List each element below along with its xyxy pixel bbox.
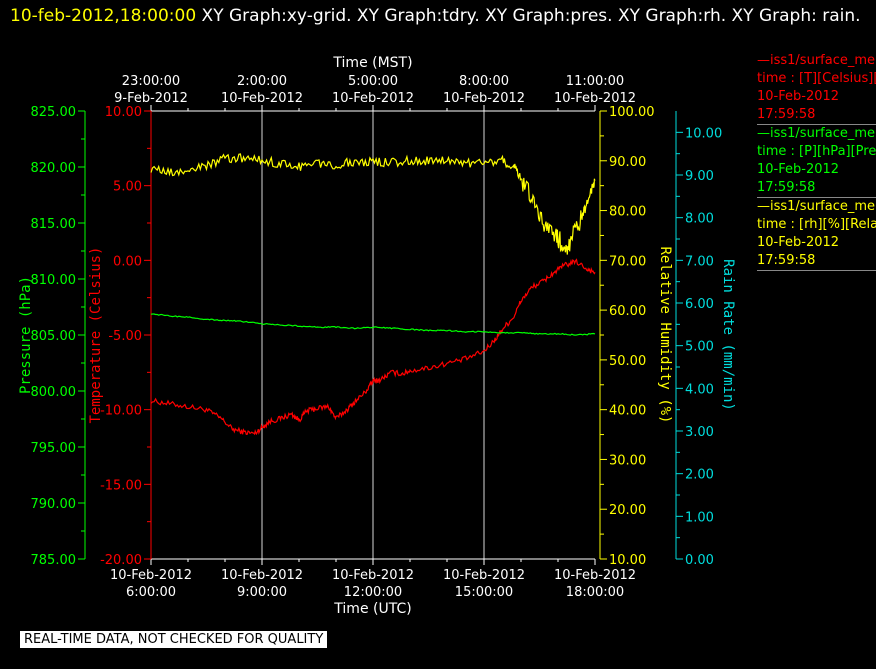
legend-name: —iss1/surface_me	[757, 53, 876, 68]
x-top-tick-date: 10-Feb-2012	[221, 91, 303, 106]
x-bottom-tick-time: 15:00:00	[455, 585, 513, 600]
rh-tick-label: 60.00	[609, 304, 646, 319]
x-axis-label-utc: Time (UTC)	[333, 601, 411, 617]
rain-tick-label: 5.00	[685, 340, 714, 355]
x-bottom-tick-time: 6:00:00	[126, 585, 176, 600]
rain-tick-label: 0.00	[685, 553, 714, 568]
vertical-grid	[261, 111, 485, 559]
pressure-tick-label: 825.00	[31, 105, 77, 120]
rain-tick-label: 1.00	[685, 510, 714, 525]
pressure-tick-label: 810.00	[31, 273, 77, 288]
legend-separator	[757, 270, 876, 271]
pressure-tick-label: 805.00	[31, 329, 77, 344]
x-axis-label-mst: Time (MST)	[332, 55, 412, 71]
x-top-tick-time: 23:00:00	[122, 74, 180, 89]
legend-units: time : [P][hPa][Pres	[757, 144, 876, 159]
rain-tick-label: 8.00	[685, 212, 714, 227]
temperature-tick-label: 5.00	[113, 180, 142, 195]
rain-tick-label: 6.00	[685, 297, 714, 312]
x-top-tick-date: 10-Feb-2012	[554, 91, 636, 106]
rh-tick-label: 50.00	[609, 354, 646, 369]
quality-note: REAL-TIME DATA, NOT CHECKED FOR QUALITY	[20, 631, 328, 648]
series-line-pressure	[150, 313, 596, 336]
legend-date: 10-Feb-2012	[757, 89, 840, 104]
rain-tick-label: 9.00	[685, 169, 714, 184]
temperature-axis-title: Temperature (Celsius)	[88, 246, 104, 423]
rh-tick-label: 70.00	[609, 254, 646, 269]
rh-tick-label: 100.00	[609, 105, 655, 120]
rh-tick-label: 10.00	[609, 553, 646, 568]
x-bottom-tick-date: 10-Feb-2012	[332, 568, 414, 583]
rain-tick-label: 7.00	[685, 254, 714, 269]
pressure-tick-label: 785.00	[31, 553, 77, 568]
x-bottom-tick-time: 9:00:00	[237, 585, 287, 600]
title-text: XY Graph:xy-grid. XY Graph:tdry. XY Grap…	[196, 6, 861, 26]
legend-date: 10-Feb-2012	[757, 162, 840, 177]
pressure-tick-label: 795.00	[31, 441, 77, 456]
temperature-tick-label: 0.00	[113, 254, 142, 269]
rh-tick-label: 30.00	[609, 453, 646, 468]
temperature-tick-label: 10.00	[105, 105, 142, 120]
legend-name: —iss1/surface_me	[757, 126, 876, 141]
temperature-tick-label: -5.00	[108, 329, 142, 344]
rain-tick-label: 2.00	[685, 468, 714, 483]
legend-time: 17:59:58	[757, 107, 816, 122]
legend-separator	[757, 124, 876, 125]
pressure-tick-label: 790.00	[31, 497, 77, 512]
x-bottom-tick-date: 10-Feb-2012	[110, 568, 192, 583]
series-line-rh	[150, 153, 596, 255]
legend-units: time : [T][Celsius][T	[757, 71, 876, 86]
legend-date: 10-Feb-2012	[757, 235, 840, 250]
legend-name: —iss1/surface_me	[757, 199, 876, 214]
x-top-tick-time: 2:00:00	[237, 74, 287, 89]
series-line-temperature	[150, 258, 596, 436]
legend-time: 17:59:58	[757, 180, 816, 195]
pressure-axis-title: Pressure (hPa)	[18, 276, 34, 394]
temperature-tick-label: -15.00	[100, 478, 142, 493]
title-bar: 10-feb-2012,18:00:00 XY Graph:xy-grid. X…	[10, 2, 870, 30]
x-top-tick-date: 9-Feb-2012	[114, 91, 188, 106]
x-bottom-tick-time: 18:00:00	[566, 585, 624, 600]
rh-tick-label: 20.00	[609, 503, 646, 518]
axis-labels: 10-Feb-2012 6:00:00 23:00:00 9-Feb-2012 10-F…	[18, 55, 736, 617]
title-timestamp: 10-feb-2012,18:00:00	[10, 6, 197, 26]
rh-tick-label: 90.00	[609, 155, 646, 170]
rain-tick-label: 4.00	[685, 382, 714, 397]
rh-tick-label: 80.00	[609, 205, 646, 220]
pressure-tick-label: 800.00	[31, 385, 77, 400]
pressure-tick-label: 815.00	[31, 217, 77, 232]
legend-units: time : [rh][%][Relati	[757, 217, 876, 232]
x-top-tick-date: 10-Feb-2012	[332, 91, 414, 106]
legend-time: 17:59:58	[757, 253, 816, 268]
x-top-tick-time: 11:00:00	[566, 74, 624, 89]
x-bottom-tick-date: 10-Feb-2012	[443, 568, 525, 583]
rain-axis-title: Rain Rate (mm/min)	[720, 259, 736, 411]
x-top-tick-time: 8:00:00	[459, 74, 509, 89]
pressure-tick-label: 820.00	[31, 161, 77, 176]
rain-tick-label: 3.00	[685, 425, 714, 440]
temperature-tick-label: -10.00	[100, 404, 142, 419]
rh-axis-title: Relative Humidity (%)	[657, 246, 673, 423]
x-bottom-tick-date: 10-Feb-2012	[221, 568, 303, 583]
legend-separator	[757, 197, 876, 198]
axes	[78, 105, 683, 565]
rain-tick-label: 10.00	[685, 126, 722, 141]
x-bottom-tick-date: 10-Feb-2012	[554, 568, 636, 583]
temperature-tick-label: -20.00	[100, 553, 142, 568]
x-bottom-tick-time: 12:00:00	[344, 585, 402, 600]
rh-tick-label: 40.00	[609, 404, 646, 419]
x-top-tick-date: 10-Feb-2012	[443, 91, 525, 106]
series-lines	[150, 153, 596, 436]
x-top-tick-time: 5:00:00	[348, 74, 398, 89]
